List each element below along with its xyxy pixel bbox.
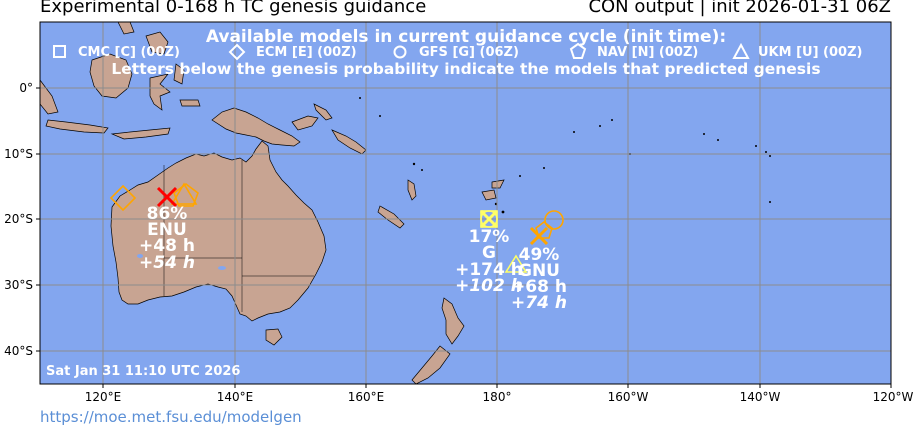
new-ireland — [313, 103, 333, 121]
new-caledonia — [377, 205, 405, 229]
lat-label: 40°S — [4, 344, 33, 358]
system-2-label: 17% G +174 h +102 h — [455, 227, 523, 296]
lat-label: 0° — [19, 81, 33, 95]
lon-label: 160°E — [348, 390, 385, 404]
fiji — [481, 189, 497, 201]
mindanao — [145, 31, 169, 55]
seram — [179, 99, 201, 107]
genesis-time-second: +54 h — [139, 253, 195, 273]
genesis-time-second: +74 h — [511, 293, 567, 313]
vanuatu — [407, 179, 417, 201]
new-zealand-south — [411, 345, 451, 384]
lon-labels: 120°E 140°E 160°E 180° 160°W 140°W 120°W — [85, 390, 914, 404]
lakes — [137, 254, 226, 302]
lat-label: 30°S — [4, 278, 33, 292]
legend-model-ecm: ECM [E] (00Z) — [256, 45, 357, 60]
genesis-x-low — [479, 209, 499, 229]
legend-model-nav: NAV [N] (00Z) — [597, 45, 698, 60]
philippines-north — [117, 22, 135, 35]
system-3-markers — [504, 210, 564, 273]
genesis-x-high — [156, 186, 178, 208]
lon-label: 180° — [483, 390, 512, 404]
lon-label: 120°W — [873, 390, 914, 404]
model-letters: GNU — [518, 261, 560, 281]
genesis-time-second: +102 h — [455, 276, 523, 296]
triangle-icon — [170, 182, 198, 205]
legend: Available models in current guidance cyc… — [53, 27, 862, 78]
borneo — [89, 53, 133, 99]
pentagon-icon — [535, 221, 553, 239]
circle-icon — [393, 45, 407, 59]
map-title: Experimental 0-168 h TC genesis guidance — [40, 0, 427, 17]
legend-model-cmc: CMC [C] (00Z) — [78, 45, 180, 60]
circle-icon — [544, 210, 564, 230]
lat-label: 20°S — [4, 212, 33, 226]
genesis-probability: 49% — [519, 245, 560, 265]
solomon-islands — [331, 129, 367, 155]
legend-model-gfs: GFS [G] (06Z) — [419, 45, 519, 60]
timor — [110, 127, 171, 140]
genesis-probability: 86% — [147, 204, 188, 224]
triangle-icon — [732, 42, 750, 59]
new-britain — [291, 115, 319, 131]
square-icon — [480, 210, 498, 228]
lon-label: 120°E — [85, 390, 122, 404]
lat-label: 10°S — [4, 147, 33, 161]
tasmania — [265, 328, 283, 346]
new-guinea — [211, 107, 301, 147]
moluccas — [173, 63, 185, 85]
diamond-icon — [109, 184, 137, 212]
legend-model-ukm: UKM [U] (00Z) — [758, 45, 862, 60]
legend-note: Letters below the genesis probability in… — [111, 60, 820, 78]
fiji-vanua-levu — [491, 179, 505, 189]
model-letters: G — [482, 243, 496, 263]
java — [45, 119, 109, 134]
system-1-label: 86% ENU +48 h +54 h — [139, 204, 195, 273]
lat-labels: 0° 10°S 20°S 30°S 40°S — [4, 81, 33, 358]
diamond-icon — [228, 43, 246, 61]
system-3-label: 49% GNU +68 h +74 h — [511, 245, 567, 313]
genesis-time-first: +48 h — [139, 236, 195, 256]
source-link[interactable]: https://moe.met.fsu.edu/modelgen — [40, 408, 302, 426]
legend-heading: Available models in current guidance cyc… — [206, 27, 726, 47]
triangle-icon — [504, 254, 528, 273]
new-zealand-north — [441, 297, 465, 345]
system-2-markers — [479, 209, 499, 229]
genesis-time-first: +68 h — [511, 277, 567, 297]
tick-marks — [36, 87, 892, 388]
genesis-x-mid — [529, 226, 549, 246]
run-info: CON output | init 2026-01-31 06Z — [588, 0, 891, 17]
lon-label: 160°W — [608, 390, 649, 404]
state-borders — [163, 160, 314, 312]
map-frame — [39, 21, 892, 385]
pentagon-icon — [569, 42, 587, 59]
sulawesi — [149, 73, 171, 111]
lon-label: 140°W — [740, 390, 781, 404]
timestamp: Sat Jan 31 11:10 UTC 2026 — [46, 364, 240, 379]
graticule — [40, 22, 891, 384]
square-icon — [53, 45, 66, 58]
model-letters: ENU — [147, 220, 187, 240]
lon-label: 140°E — [217, 390, 254, 404]
pentagon-icon — [173, 183, 199, 207]
small-islands — [359, 97, 771, 214]
genesis-time-first: +174 h — [455, 260, 523, 280]
system-1-markers — [109, 182, 199, 212]
genesis-probability: 17% — [469, 227, 510, 247]
